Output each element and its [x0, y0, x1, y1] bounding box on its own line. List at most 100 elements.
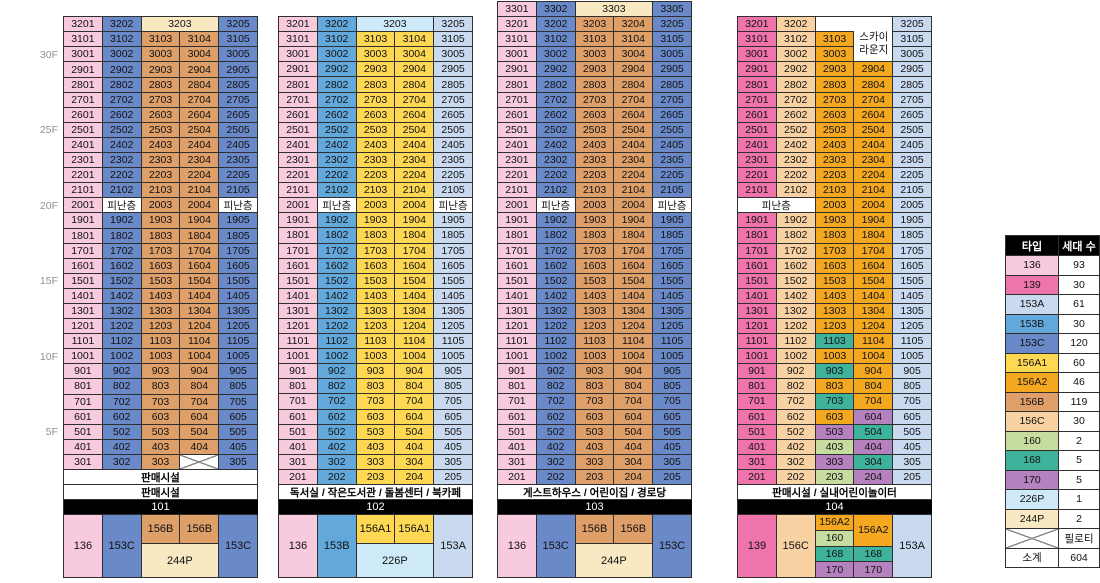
unit-cell-1601: 1601: [279, 258, 318, 274]
unit-cell-3103: 3103: [141, 32, 181, 48]
unit-cell-1101: 1101: [738, 334, 777, 350]
floor-row: 1301 1302 1303 1304 1305: [498, 303, 692, 319]
unit-cell-1703: 1703: [141, 243, 181, 259]
unit-cell-1502: 1502: [536, 273, 576, 289]
unit-cell-1702: 1702: [776, 243, 816, 259]
unit-cell-2705: 2705: [434, 92, 473, 108]
unit-cell-1103: 1103: [815, 334, 855, 350]
amenity-row: 판매시설: [64, 470, 258, 485]
unit-cell-3103: 3103: [575, 32, 615, 48]
unit-cell-1602: 1602: [776, 258, 816, 274]
type-summary-cell-153C: 153C: [102, 515, 142, 578]
unit-cell-1004: 1004: [854, 349, 894, 365]
unit-cell-2501: 2501: [279, 122, 318, 138]
floor-row: 2501 2502 2503 2504 2505: [64, 122, 258, 138]
refuge-floor-cell: 피난층: [434, 198, 473, 214]
floor-row: 2901 2902 2903 2904 2905: [498, 62, 692, 78]
unit-cell-801: 801: [498, 379, 537, 395]
unit-cell-1204: 1204: [854, 318, 894, 335]
floor-row: 801 802 803 804 805: [498, 379, 692, 395]
unit-cell-1903: 1903: [356, 213, 396, 229]
unit-cell-1802: 1802: [317, 228, 357, 244]
unit-cell-702: 702: [536, 394, 576, 410]
unit-cell-2501: 2501: [64, 122, 103, 138]
unit-cell-2803: 2803: [141, 77, 181, 93]
floor-row: 1601 1602 1603 1604 1605: [64, 258, 258, 274]
unit-cell-703: 703: [575, 394, 615, 410]
unit-cell-2501: 2501: [498, 122, 537, 138]
legend-row-piloti: 필로티: [1006, 529, 1100, 549]
sky-lounge-cell: [815, 17, 855, 33]
type-summary-cell-156A1: 156A1: [356, 515, 396, 544]
unit-cell-1501: 1501: [498, 273, 537, 289]
unit-cell-2401: 2401: [64, 137, 103, 154]
legend-count-cell-156C: 30: [1059, 412, 1100, 432]
floor-row: 2201 2202 2203 2204 2205: [738, 168, 932, 184]
unit-cell-1003: 1003: [356, 349, 396, 365]
unit-cell-1204: 1204: [395, 318, 435, 335]
floor-row: 1401 1402 1403 1404 1405: [279, 288, 473, 304]
floor-row: 1301 1302 1303 1304 1305: [738, 303, 932, 319]
unit-cell-2701: 2701: [738, 92, 777, 108]
unit-cell-2205: 2205: [893, 168, 932, 184]
unit-cell-1901: 1901: [498, 213, 537, 229]
unit-cell-2401: 2401: [279, 137, 318, 153]
unit-cell-803: 803: [815, 379, 855, 395]
unit-cell-1104: 1104: [395, 334, 435, 350]
unit-cell-803: 803: [575, 379, 615, 395]
unit-cell-2401: 2401: [738, 137, 777, 153]
floor-row: 2101 2102 2103 2104 2105: [64, 183, 258, 199]
unit-cell-2404: 2404: [614, 137, 654, 153]
unit-cell-1902: 1902: [536, 213, 576, 229]
unit-cell-2904: 2904: [614, 62, 654, 78]
floor-row: 301 302 303 305: [64, 454, 258, 470]
unit-cell-2601: 2601: [279, 107, 318, 123]
floor-row: 2701 2702 2703 2704 2705: [738, 92, 932, 108]
unit-cell-1705: 1705: [893, 243, 932, 259]
legend-count-cell-153C: 120: [1059, 334, 1100, 354]
unit-cell-1704: 1704: [180, 243, 220, 259]
unit-cell-2204: 2204: [854, 168, 894, 184]
floor-row: 2701 2702 2703 2704 2705: [279, 92, 473, 108]
unit-cell-2105: 2105: [893, 183, 932, 199]
unit-cell-2003: 2003: [141, 198, 181, 214]
unit-cell-2203: 2203: [356, 168, 396, 184]
unit-cell-2202: 2202: [776, 168, 816, 184]
unit-cell-1303: 1303: [575, 303, 615, 319]
legend-type-cell-139: 139: [1006, 275, 1059, 295]
unit-cell-2504: 2504: [854, 122, 894, 138]
unit-cell-2003: 2003: [356, 198, 396, 214]
unit-cell-2802: 2802: [776, 77, 816, 93]
unit-cell-1602: 1602: [317, 258, 357, 274]
legend-type-cell-156A1: 156A1: [1006, 353, 1059, 373]
floor-row: 201 202 203 204 205: [279, 469, 473, 485]
unit-cell-1001: 1001: [738, 349, 777, 365]
unit-cell-1105: 1105: [219, 334, 258, 350]
unit-cell-2201: 2201: [64, 168, 103, 184]
unit-cell-1701: 1701: [738, 243, 777, 259]
floor-row: 2401 2402 2403 2404 2405: [498, 137, 692, 153]
unit-cell-2805: 2805: [219, 77, 258, 93]
unit-cell-2901: 2901: [64, 62, 103, 78]
legend-row-156C: 156C 30: [1006, 412, 1100, 432]
unit-cell-2302: 2302: [536, 152, 576, 169]
unit-cell-503: 503: [815, 424, 855, 440]
unit-cell-1205: 1205: [893, 318, 932, 335]
unit-cell-903: 903: [356, 364, 396, 380]
unit-cell-303: 303: [815, 454, 855, 470]
unit-cell-2801: 2801: [64, 77, 103, 93]
unit-cell-402: 402: [317, 439, 357, 455]
unit-cell-2802: 2802: [102, 77, 142, 93]
unit-cell-805: 805: [219, 379, 258, 395]
floor-row: 2101 2102 2103 2104 2105: [279, 183, 473, 199]
unit-cell-1305: 1305: [434, 303, 473, 319]
unit-cell-1803: 1803: [575, 228, 615, 244]
unit-cell-1503: 1503: [141, 273, 181, 289]
type-summary-cell-160: 160: [815, 530, 855, 547]
floor-row: 3001 3002 3003 3004 3005: [64, 47, 258, 63]
unit-cell-2904: 2904: [180, 62, 220, 78]
unit-cell-802: 802: [776, 379, 816, 395]
unit-cell-1404: 1404: [854, 288, 894, 304]
unit-cell-2602: 2602: [536, 107, 576, 123]
floor-row: 601 602 603 604 605: [498, 409, 692, 425]
